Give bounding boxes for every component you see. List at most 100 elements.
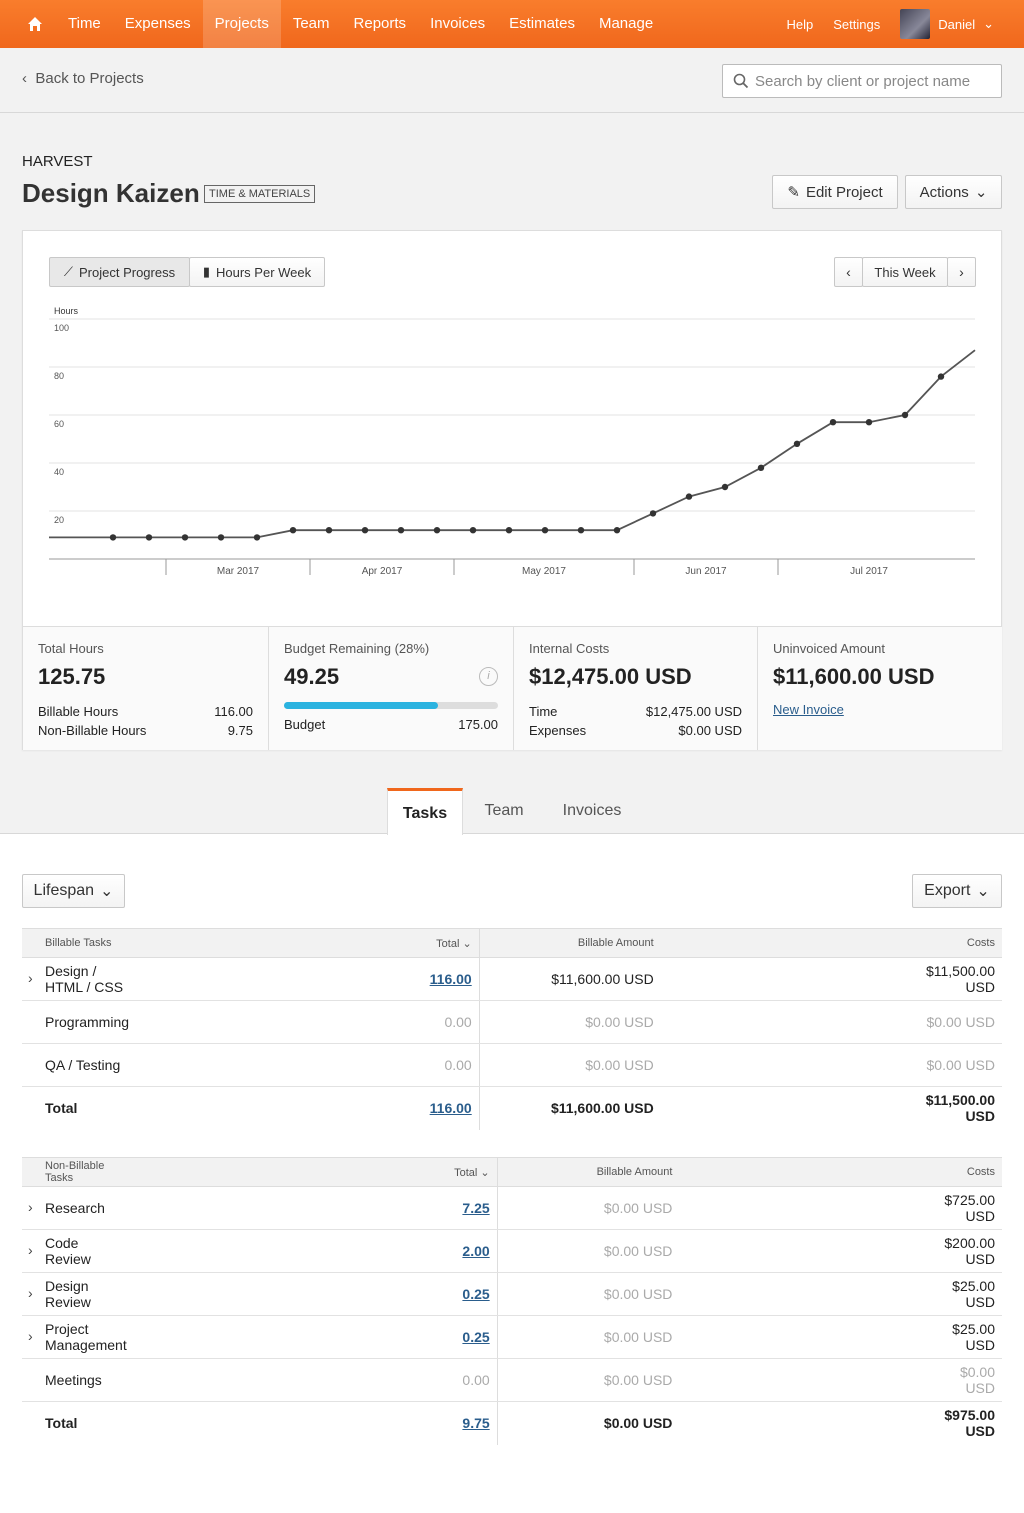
- edit-label[interactable]: Edit Project: [805, 183, 883, 201]
- task-name-cell[interactable]: › Design Review: [22, 1272, 134, 1316]
- stat-value: $12,475.00 USD: [529, 664, 692, 689]
- task-name-cell[interactable]: › Code Review: [22, 1229, 134, 1273]
- new-invoice-link[interactable]: New Invoice: [773, 702, 844, 717]
- task-total[interactable]: 2.00: [462, 1243, 490, 1259]
- nav-link[interactable]: Help: [786, 16, 814, 32]
- expand-icon[interactable]: ›: [28, 1328, 33, 1344]
- chart-tab-label[interactable]: Project Progress: [79, 264, 176, 280]
- point: [361, 527, 369, 534]
- stat-row: Non-Billable Hours 9.75: [38, 723, 253, 738]
- expand-icon[interactable]: ›: [28, 1285, 33, 1301]
- task-row: › Code Review 2.00 $0.00 USD $200.00 USD: [22, 1229, 1002, 1273]
- back-text[interactable]: Back to Projects: [35, 70, 144, 87]
- total-cell: 2.00: [133, 1229, 498, 1273]
- export-label[interactable]: Export: [924, 882, 971, 899]
- task-total[interactable]: 116.00: [429, 971, 472, 987]
- nav-item[interactable]: Projects: [202, 0, 281, 48]
- tab[interactable]: Invoices: [562, 802, 622, 819]
- edit-project-button[interactable]: ✎ Edit Project: [772, 175, 898, 209]
- next-week[interactable]: ›: [947, 257, 976, 287]
- nav-item[interactable]: Manage: [598, 15, 654, 32]
- amount-cell: $0.00 USD: [479, 1000, 919, 1044]
- line: [49, 349, 976, 539]
- filter-label[interactable]: Lifespan: [33, 882, 95, 899]
- actions-label[interactable]: Actions: [919, 183, 969, 201]
- task-total[interactable]: 7.25: [462, 1200, 490, 1216]
- task-name-cell[interactable]: › Research: [22, 1186, 134, 1230]
- task-total[interactable]: 0.25: [462, 1286, 490, 1302]
- task-total[interactable]: 9.75: [462, 1415, 490, 1432]
- user-menu[interactable]: Daniel ⌄: [900, 9, 994, 39]
- total-cell: 0.25: [133, 1315, 498, 1359]
- header-cell: Costs: [937, 1157, 1002, 1187]
- stat-value: 125.75: [38, 664, 106, 689]
- task-row: Meetings 0.00 $0.00 USD $0.00 USD: [22, 1358, 1002, 1402]
- nav-item[interactable]: Expenses: [124, 15, 191, 32]
- task-name-cell[interactable]: › Project Management: [22, 1315, 134, 1359]
- expand-icon[interactable]: ›: [28, 1199, 33, 1215]
- point: [145, 534, 153, 541]
- task-total: 0.00: [444, 1014, 472, 1030]
- header-cell: Billable Tasks: [22, 928, 137, 958]
- header-cell[interactable]: Total ⌄: [136, 928, 480, 958]
- expand-icon[interactable]: ›: [28, 970, 33, 986]
- costs-cell: $0.00 USD: [918, 1043, 1002, 1087]
- amount-cell: $0.00 USD: [497, 1358, 938, 1402]
- stat-row-value: 116.00: [214, 704, 253, 719]
- week-label[interactable]: This Week: [874, 264, 936, 280]
- task-row: › Project Management 0.25 $0.00 USD $25.00 U…: [22, 1315, 1002, 1359]
- project-badge: TIME & MATERIALS: [204, 185, 316, 203]
- costs-cell: $975.00 USD: [944, 1407, 995, 1440]
- spacer: [38, 690, 253, 700]
- nav-item[interactable]: Reports: [353, 15, 407, 32]
- point: [469, 527, 477, 534]
- chart: Hours 20 40 60 80 100 Mar 2017 Apr 2017 May 2017…: [49, 306, 976, 577]
- task-row: › Design / HTML / CSS 116.00 $11,600.00 USD…: [22, 957, 1002, 1001]
- task-name-cell[interactable]: › Design / HTML / CSS: [22, 957, 137, 1001]
- filter-button[interactable]: Lifespan ⌄: [22, 874, 125, 908]
- chart-tab-label[interactable]: Hours Per Week: [216, 264, 312, 280]
- amount-cell: $0.00 USD: [497, 1315, 938, 1359]
- x-tick-label: Jun 2017: [685, 566, 727, 577]
- chart-tab[interactable]: ⟋ Project Progress: [49, 257, 190, 287]
- y-tick-label: 60: [54, 419, 64, 429]
- nav-right: Help Settings Daniel ⌄: [786, 0, 994, 48]
- point: [217, 534, 225, 541]
- user-name[interactable]: Daniel: [938, 16, 976, 32]
- header-cell[interactable]: Total ⌄: [133, 1157, 498, 1187]
- costs-cell: $11,500.00 USD: [918, 957, 1002, 1001]
- nav-item[interactable]: Invoices: [430, 15, 486, 32]
- point: [181, 534, 189, 541]
- total-row: Total 9.75 $0.00 USD $975.00 USD: [22, 1401, 1002, 1445]
- search-box[interactable]: Search by client or project name: [722, 64, 1002, 98]
- caret[interactable]: ⌄: [983, 16, 994, 31]
- home-icon[interactable]: [0, 0, 70, 48]
- expand-icon[interactable]: ›: [28, 1242, 33, 1258]
- task-total[interactable]: 116.00: [429, 1100, 472, 1117]
- prev-week[interactable]: ‹: [834, 257, 863, 287]
- task-name: Project Management: [45, 1321, 127, 1353]
- avatar[interactable]: [900, 9, 931, 39]
- back-link[interactable]: ‹ Back to Projects: [22, 70, 144, 87]
- nav-item[interactable]: Team: [292, 15, 330, 32]
- nav-link[interactable]: Settings: [833, 16, 881, 32]
- point: [757, 464, 765, 471]
- task-total[interactable]: 0.25: [462, 1329, 490, 1345]
- task-name-cell: Total: [22, 1087, 136, 1130]
- chart-tab[interactable]: ▮ Hours Per Week: [189, 257, 325, 287]
- stat-row: Billable Hours 116.00: [38, 704, 253, 719]
- task-name-cell: QA / Testing: [22, 1043, 137, 1087]
- week-button[interactable]: This Week: [862, 257, 948, 287]
- point: [793, 440, 801, 447]
- nav-item[interactable]: Time: [68, 15, 101, 32]
- task-total: 0.00: [462, 1372, 490, 1388]
- point: [937, 373, 945, 380]
- actions-button[interactable]: Actions ⌄: [905, 175, 1002, 209]
- tab[interactable]: Tasks: [387, 788, 463, 835]
- nav-item[interactable]: Estimates: [509, 15, 575, 32]
- task-total: 0.00: [444, 1057, 472, 1073]
- tab[interactable]: Team: [484, 802, 524, 819]
- subheader: ‹ Back to Projects Search by client or p…: [0, 48, 1024, 113]
- export-button[interactable]: Export ⌄: [912, 874, 1002, 908]
